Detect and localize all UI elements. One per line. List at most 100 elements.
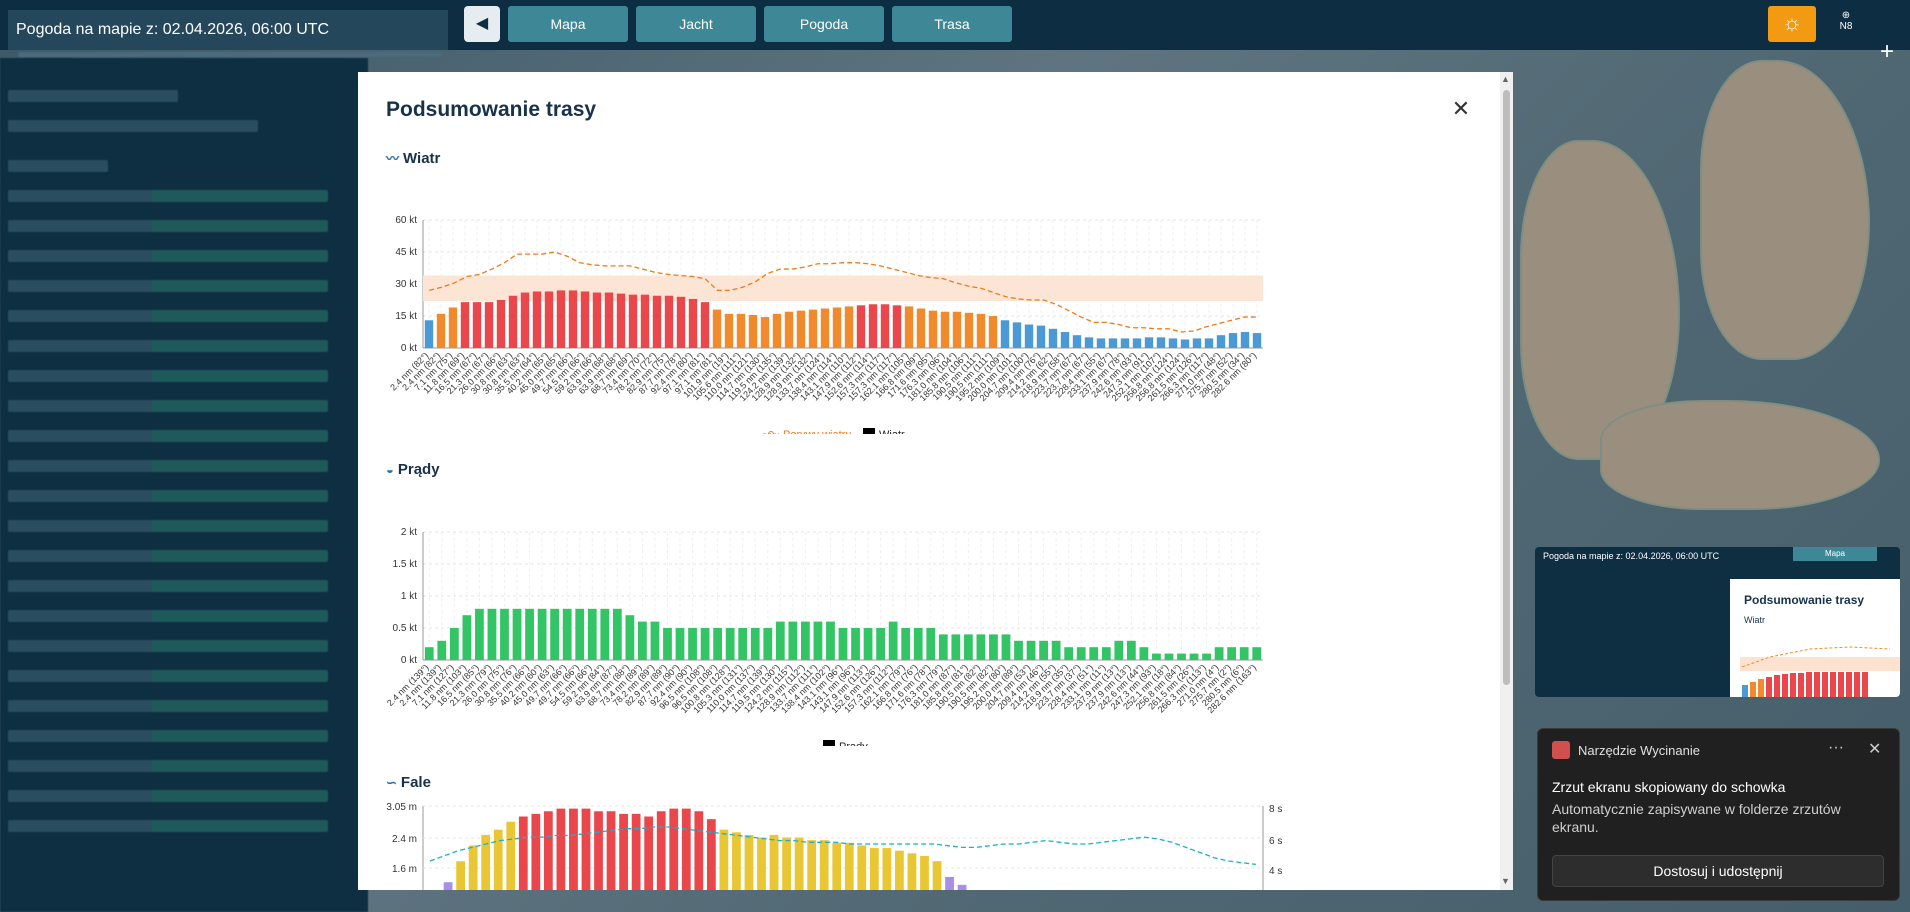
y-tick-label: 0 kt bbox=[401, 343, 417, 354]
chart-bar bbox=[436, 313, 446, 348]
chart-bar bbox=[604, 292, 614, 348]
chart-bar bbox=[813, 621, 823, 660]
snipping-tool-icon bbox=[1552, 741, 1570, 759]
toast-close-icon[interactable]: ✕ bbox=[1868, 741, 1882, 758]
nav-button-map[interactable]: Mapa bbox=[508, 6, 628, 42]
snip-preview-bar bbox=[1742, 685, 1748, 697]
sidebar-line bbox=[8, 700, 328, 712]
chart-bar bbox=[676, 296, 686, 348]
currents-section-title: ◒ Prądy bbox=[386, 461, 440, 478]
chart-bar bbox=[664, 295, 674, 348]
chart-bar bbox=[1252, 647, 1262, 660]
waves-section-title: ∽ Fale bbox=[386, 774, 431, 791]
chart-bar bbox=[989, 634, 998, 660]
snip-preview-bar bbox=[1766, 677, 1772, 697]
route-summary-modal: Podsumowanie trasy ✕ 〰 Wiatr 0 kt 15 kt 30 … bbox=[358, 72, 1513, 890]
chart-bar bbox=[712, 309, 722, 348]
legend-label: Porywy wiatru bbox=[783, 429, 851, 434]
chart-bar bbox=[964, 312, 974, 348]
chart-bar bbox=[1014, 640, 1023, 660]
chart-bar bbox=[1240, 332, 1250, 348]
snip-preview[interactable]: Pogoda na mapie z: 02.04.2026, 06:00 UTC… bbox=[1535, 547, 1900, 697]
wave-bar bbox=[782, 837, 791, 890]
snip-preview-bar bbox=[1758, 679, 1764, 697]
sun-icon[interactable]: ☼ bbox=[1768, 6, 1816, 42]
chart-bar bbox=[1168, 338, 1178, 348]
snip-preview-band bbox=[1740, 657, 1900, 671]
chart-bar bbox=[1139, 647, 1149, 660]
wave-bar bbox=[769, 834, 779, 890]
sidebar-line bbox=[8, 730, 328, 742]
back-button[interactable]: ◀ bbox=[464, 6, 500, 42]
chart-bar bbox=[738, 628, 748, 660]
chart-bar bbox=[520, 292, 530, 348]
snip-preview-bar bbox=[1798, 673, 1804, 697]
sidebar-line bbox=[8, 460, 328, 472]
chart-bar bbox=[1072, 335, 1082, 348]
chart-bar bbox=[1216, 335, 1226, 348]
zoom-in-icon[interactable]: + bbox=[1880, 38, 1895, 65]
chart-bar bbox=[544, 291, 554, 348]
sidebar-line bbox=[8, 400, 328, 412]
close-icon[interactable]: ✕ bbox=[1451, 96, 1471, 121]
sidebar-line bbox=[8, 490, 328, 502]
nav-button-yacht[interactable]: Jacht bbox=[636, 6, 756, 42]
map-island bbox=[1600, 400, 1880, 510]
wind-icon: 〰 bbox=[386, 151, 400, 166]
chart-bar bbox=[1051, 640, 1061, 660]
chart-bar bbox=[575, 608, 585, 660]
modal-title: Podsumowanie trasy bbox=[386, 98, 597, 121]
chart-bar bbox=[460, 302, 470, 348]
sidebar-line bbox=[8, 280, 328, 292]
snip-preview-title: Pogoda na mapie z: 02.04.2026, 06:00 UTC bbox=[1543, 551, 1720, 561]
time-slider[interactable] bbox=[18, 52, 442, 57]
sidebar-line bbox=[8, 340, 328, 352]
toast-app-name: Narzędzie Wycinanie bbox=[1578, 743, 1700, 758]
chart-bar bbox=[1114, 640, 1124, 660]
snipping-tool-toast[interactable]: Narzędzie Wycinanie ··· ✕ Zrzut ekranu s… bbox=[1537, 728, 1900, 901]
wave-bar bbox=[556, 808, 566, 890]
chart-bar bbox=[1012, 322, 1022, 348]
chart-bar bbox=[926, 628, 936, 660]
chart-bar bbox=[826, 621, 835, 660]
wave-bar bbox=[832, 842, 842, 890]
sidebar-line bbox=[8, 90, 178, 102]
snip-preview-bar bbox=[1790, 673, 1796, 697]
sidebar-line bbox=[8, 520, 328, 532]
chart-bar bbox=[688, 298, 698, 348]
chart-bar bbox=[938, 634, 948, 660]
snip-preview-modal-title: Podsumowanie trasy bbox=[1744, 593, 1865, 607]
wave-bar bbox=[957, 884, 967, 890]
chart-bar bbox=[700, 628, 710, 660]
top-bar: Pogoda na mapie z: 02.04.2026, 06:00 UTC… bbox=[0, 0, 1910, 50]
chart-bar bbox=[904, 306, 914, 348]
scroll-down-icon[interactable]: ▼ bbox=[1501, 876, 1510, 886]
chart-bar bbox=[638, 621, 647, 660]
chart-bar bbox=[496, 300, 506, 348]
wave-bar bbox=[644, 816, 654, 890]
gust-line bbox=[429, 251, 1257, 333]
sidebar-line bbox=[8, 220, 328, 232]
legend-label: Wiatr bbox=[879, 429, 905, 434]
chart-bar bbox=[556, 290, 566, 348]
nav-button-route[interactable]: Trasa bbox=[892, 6, 1012, 42]
sidebar-line bbox=[8, 670, 328, 682]
scroll-up-icon[interactable]: ▲ bbox=[1501, 74, 1510, 84]
y-tick-label: 0 kt bbox=[401, 655, 417, 666]
chart-bar bbox=[988, 316, 998, 348]
chart-bar bbox=[796, 310, 806, 348]
legend-marker bbox=[768, 431, 774, 434]
wave-bar bbox=[456, 861, 465, 890]
scrollbar-thumb[interactable] bbox=[1503, 90, 1510, 685]
chart-bar bbox=[916, 308, 926, 348]
compass-icon[interactable]: ⊕ N8 bbox=[1839, 10, 1853, 32]
chart-bar bbox=[462, 615, 472, 660]
chart-bar bbox=[537, 608, 547, 660]
nav-button-weather[interactable]: Pogoda bbox=[764, 6, 884, 42]
more-options-icon[interactable]: ··· bbox=[1828, 739, 1844, 756]
chart-bar bbox=[1132, 338, 1142, 348]
sidebar-line bbox=[8, 760, 328, 772]
swell-icon: ∽ bbox=[386, 775, 397, 790]
edit-and-share-button[interactable]: Dostosuj i udostępnij bbox=[1552, 855, 1884, 887]
chart-bar bbox=[820, 308, 830, 348]
